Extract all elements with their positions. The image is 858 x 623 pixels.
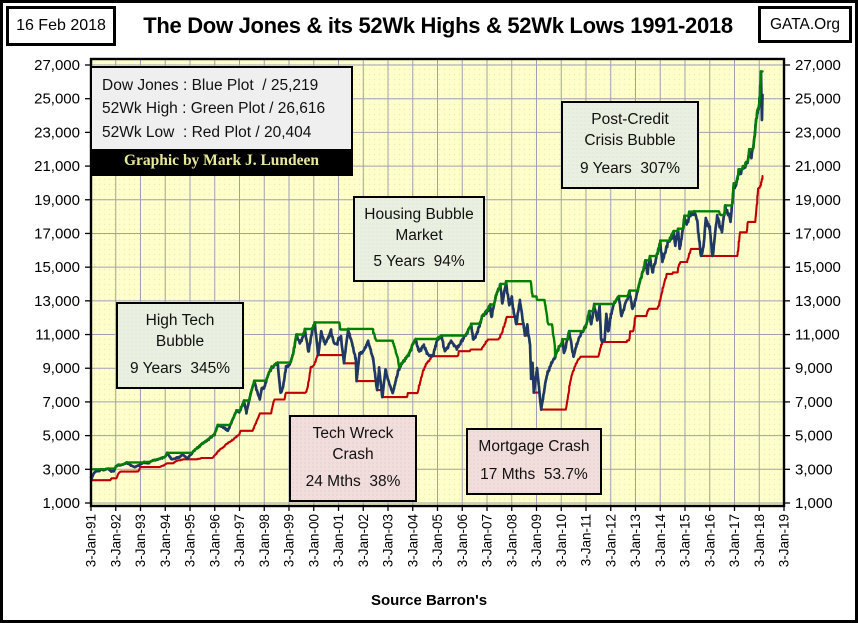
svg-text:3-Jan-99: 3-Jan-99	[282, 514, 297, 567]
annotation-stat: 17 Mths 53.7%	[480, 466, 588, 484]
svg-text:23,000: 23,000	[34, 124, 80, 141]
source-label: Source Barron's	[370, 592, 488, 609]
svg-text:3-Jan-10: 3-Jan-10	[554, 514, 569, 567]
svg-text:3-Jan-18: 3-Jan-18	[752, 514, 767, 567]
svg-text:1,000: 1,000	[42, 495, 80, 512]
svg-text:3-Jan-08: 3-Jan-08	[504, 514, 519, 567]
legend-line-high: 52Wk High : Green Plot / 26,616	[102, 100, 326, 118]
svg-text:7,000: 7,000	[42, 394, 80, 411]
svg-text:3-Jan-15: 3-Jan-15	[678, 514, 693, 567]
svg-text:27,000: 27,000	[34, 57, 80, 74]
annotation-high-tech-bubble: High Tech Bubble 9 Years 345%	[116, 302, 244, 389]
date-box: 16 Feb 2018	[6, 6, 116, 46]
annotation-stat: 5 Years 94%	[373, 253, 465, 271]
svg-text:19,000: 19,000	[34, 192, 80, 209]
legend-lines: Dow Jones : Blue Plot / 25,219 52Wk High…	[92, 68, 351, 149]
svg-text:17,000: 17,000	[34, 225, 80, 242]
annotation-stat: 24 Mths 38%	[305, 473, 401, 491]
svg-text:3-Jan-04: 3-Jan-04	[405, 514, 420, 568]
svg-text:3-Jan-02: 3-Jan-02	[356, 514, 371, 567]
svg-text:3-Jan-17: 3-Jan-17	[727, 514, 742, 567]
svg-text:3-Jan-07: 3-Jan-07	[480, 514, 495, 567]
annotation-housing-bubble: Housing Bubble Market 5 Years 94%	[353, 196, 485, 282]
x-axis-labels: 3-Jan-91 3-Jan-92 3-Jan-93 3-Jan-94 3-Jan-95…	[84, 514, 792, 568]
legend-box: Dow Jones : Blue Plot / 25,219 52Wk High…	[90, 66, 353, 176]
svg-text:5,000: 5,000	[795, 428, 833, 445]
svg-text:25,000: 25,000	[34, 91, 80, 108]
annotation-title2: Market	[395, 226, 443, 244]
annotation-title2: Bubble	[155, 332, 205, 350]
svg-text:3-Jan-97: 3-Jan-97	[232, 514, 247, 567]
svg-text:3,000: 3,000	[42, 461, 80, 478]
annotation-title: Housing Bubble	[364, 206, 474, 223]
org-box: GATA.Org	[758, 6, 852, 43]
svg-text:3-Jan-14: 3-Jan-14	[653, 514, 668, 568]
svg-text:3-Jan-92: 3-Jan-92	[108, 514, 123, 567]
svg-text:11,000: 11,000	[795, 327, 840, 344]
org-label: GATA.Org	[769, 15, 841, 33]
credit-strip: Graphic by Mark J. Lundeen	[92, 148, 351, 174]
svg-text:3-Jan-93: 3-Jan-93	[133, 514, 148, 567]
high-52wk-line	[89, 70, 764, 471]
svg-text:15,000: 15,000	[795, 259, 841, 276]
svg-text:3-Jan-00: 3-Jan-00	[306, 514, 321, 567]
annotation-tech-wreck-crash: Tech Wreck Crash 24 Mths 38%	[289, 415, 417, 502]
svg-text:23,000: 23,000	[795, 124, 841, 141]
axis-ticks	[85, 64, 790, 511]
svg-text:3-Jan-13: 3-Jan-13	[628, 514, 643, 567]
annotation-post-credit-bubble: Post-Credit Crisis Bubble 9 Years 307%	[561, 101, 699, 189]
svg-text:9,000: 9,000	[42, 360, 80, 377]
svg-text:3-Jan-05: 3-Jan-05	[430, 514, 445, 567]
svg-text:25,000: 25,000	[795, 91, 841, 108]
svg-text:3-Jan-19: 3-Jan-19	[777, 514, 792, 567]
annotation-mortgage-crash: Mortgage Crash 17 Mths 53.7%	[466, 428, 602, 495]
svg-text:3-Jan-16: 3-Jan-16	[702, 514, 717, 567]
y-axis-labels: 1,000 1,000 3,000 3,000 5,000 5,000 7,000 7,000…	[34, 57, 841, 512]
legend-line-dow: Dow Jones : Blue Plot / 25,219	[102, 77, 319, 94]
svg-text:21,000: 21,000	[795, 158, 841, 175]
svg-text:3-Jan-95: 3-Jan-95	[183, 514, 198, 567]
svg-text:13,000: 13,000	[34, 293, 80, 310]
annotation-title2: Crash	[332, 445, 374, 463]
annotation-title: Tech Wreck	[312, 425, 394, 442]
svg-text:3-Jan-01: 3-Jan-01	[331, 514, 346, 567]
svg-text:3-Jan-11: 3-Jan-11	[579, 514, 594, 566]
svg-text:3-Jan-09: 3-Jan-09	[529, 514, 544, 567]
svg-text:3-Jan-91: 3-Jan-91	[84, 514, 99, 567]
annotation-title: Mortgage Crash	[478, 438, 590, 455]
svg-text:13,000: 13,000	[795, 293, 841, 310]
svg-text:21,000: 21,000	[34, 158, 80, 175]
svg-text:17,000: 17,000	[795, 225, 841, 242]
svg-text:19,000: 19,000	[795, 192, 841, 209]
annotation-title: High Tech	[145, 312, 215, 329]
svg-text:3-Jan-06: 3-Jan-06	[455, 514, 470, 567]
svg-text:3,000: 3,000	[795, 461, 833, 478]
svg-text:3-Jan-94: 3-Jan-94	[158, 514, 173, 568]
low-52wk-line	[89, 175, 764, 482]
svg-text:7,000: 7,000	[795, 394, 833, 411]
svg-text:5,000: 5,000	[42, 428, 80, 445]
svg-text:3-Jan-98: 3-Jan-98	[257, 514, 272, 567]
svg-text:3-Jan-96: 3-Jan-96	[207, 514, 222, 567]
legend-line-low: 52Wk Low : Red Plot / 20,404	[102, 123, 312, 141]
svg-text:3-Jan-12: 3-Jan-12	[603, 514, 618, 567]
annotation-stat: 9 Years 345%	[130, 360, 230, 378]
svg-text:3-Jan-03: 3-Jan-03	[381, 514, 396, 567]
svg-text:1,000: 1,000	[795, 495, 833, 512]
annotation-title2: Crisis Bubble	[584, 131, 676, 149]
page-title: The Dow Jones & its 52Wk Highs & 52Wk Lo…	[143, 13, 733, 38]
date-label: 16 Feb 2018	[16, 17, 106, 34]
svg-text:9,000: 9,000	[795, 360, 833, 377]
svg-text:15,000: 15,000	[34, 259, 80, 276]
annotation-title: Post-Credit	[591, 111, 669, 128]
svg-text:27,000: 27,000	[795, 57, 841, 74]
svg-text:11,000: 11,000	[35, 327, 80, 344]
annotation-stat: 9 Years 307%	[580, 160, 680, 178]
